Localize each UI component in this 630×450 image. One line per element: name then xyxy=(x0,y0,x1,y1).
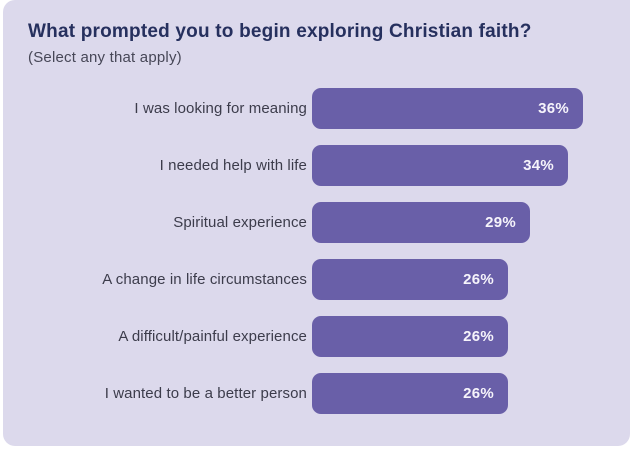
chart-row: A difficult/painful experience 26% xyxy=(3,316,630,357)
bar: 26% xyxy=(312,373,508,414)
category-label: I wanted to be a better person xyxy=(104,385,307,402)
category-label: A change in life circumstances xyxy=(102,271,307,288)
category-label: I needed help with life xyxy=(159,157,307,174)
chart-row: I needed help with life 34% xyxy=(3,145,630,186)
value-label: 36% xyxy=(538,100,569,117)
chart-row: I wanted to be a better person 26% xyxy=(3,373,630,414)
value-label: 26% xyxy=(463,328,494,345)
value-label: 29% xyxy=(485,214,516,231)
bar: 26% xyxy=(312,259,508,300)
bar: 26% xyxy=(312,316,508,357)
category-label: A difficult/painful experience xyxy=(118,328,307,345)
chart-title: What prompted you to begin exploring Chr… xyxy=(28,21,532,42)
bar: 34% xyxy=(312,145,568,186)
value-label: 26% xyxy=(463,385,494,402)
bar: 29% xyxy=(312,202,530,243)
chart-row: I was looking for meaning 36% xyxy=(3,88,630,129)
chart-subtitle: (Select any that apply) xyxy=(28,49,182,66)
value-label: 34% xyxy=(523,157,554,174)
category-label: I was looking for meaning xyxy=(134,100,307,117)
bar-chart: I was looking for meaning 36% I needed hel… xyxy=(3,88,630,430)
bar: 36% xyxy=(312,88,583,129)
chart-row: Spiritual experience 29% xyxy=(3,202,630,243)
chart-header: What prompted you to begin exploring Chr… xyxy=(3,0,630,66)
chart-card: What prompted you to begin exploring Chr… xyxy=(3,0,630,446)
value-label: 26% xyxy=(463,271,494,288)
chart-row: A change in life circumstances 26% xyxy=(3,259,630,300)
category-label: Spiritual experience xyxy=(173,214,307,231)
